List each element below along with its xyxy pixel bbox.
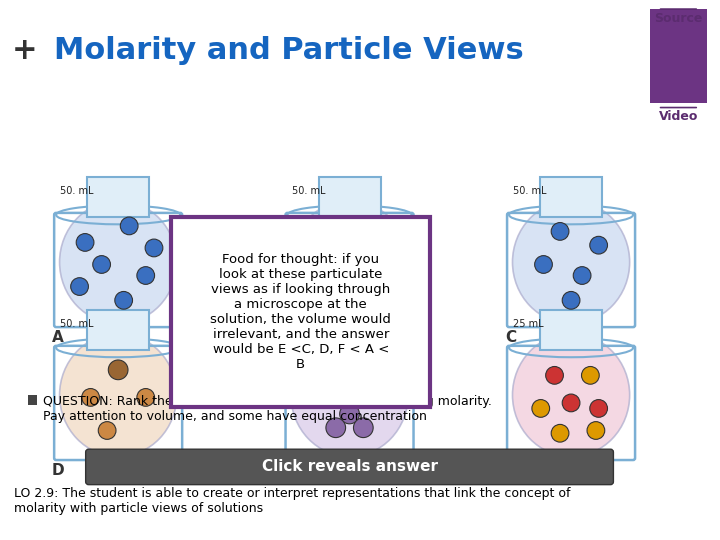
Text: A: A — [52, 330, 64, 345]
Circle shape — [71, 278, 89, 295]
Circle shape — [98, 422, 116, 440]
Circle shape — [562, 394, 580, 412]
Circle shape — [114, 292, 132, 309]
FancyBboxPatch shape — [86, 449, 613, 484]
Circle shape — [590, 400, 608, 417]
FancyBboxPatch shape — [318, 310, 381, 350]
Circle shape — [326, 418, 346, 437]
Circle shape — [145, 239, 163, 257]
FancyBboxPatch shape — [87, 310, 149, 350]
Circle shape — [532, 400, 549, 417]
Text: Click reveals answer: Click reveals answer — [261, 460, 438, 475]
Circle shape — [535, 255, 552, 273]
Text: Source: Source — [654, 12, 703, 25]
FancyBboxPatch shape — [318, 177, 381, 217]
Text: D: D — [52, 463, 65, 478]
Text: 25 mL: 25 mL — [513, 319, 544, 329]
Text: LO 2.9: The student is able to create or interpret representations that link the: LO 2.9: The student is able to create or… — [14, 487, 570, 515]
Circle shape — [82, 389, 99, 406]
Circle shape — [321, 294, 339, 312]
Text: 50. mL: 50. mL — [60, 186, 94, 196]
Text: +: + — [12, 36, 37, 65]
Circle shape — [108, 360, 128, 380]
Circle shape — [310, 220, 328, 238]
Circle shape — [590, 237, 608, 254]
Circle shape — [562, 292, 580, 309]
Circle shape — [76, 234, 94, 251]
Circle shape — [354, 418, 373, 437]
Circle shape — [330, 253, 347, 271]
Circle shape — [374, 286, 392, 303]
Circle shape — [582, 367, 599, 384]
Circle shape — [573, 267, 591, 285]
Circle shape — [137, 389, 155, 406]
Text: Food for thought: if you
look at these particulate
views as if looking through
a: Food for thought: if you look at these p… — [210, 253, 391, 371]
Text: 50. mL: 50. mL — [292, 186, 325, 196]
Ellipse shape — [291, 201, 408, 323]
FancyBboxPatch shape — [87, 177, 149, 217]
Circle shape — [305, 267, 323, 285]
Text: B: B — [284, 330, 295, 345]
Ellipse shape — [291, 334, 408, 456]
Circle shape — [93, 255, 110, 273]
Circle shape — [587, 422, 605, 440]
FancyBboxPatch shape — [540, 177, 602, 217]
FancyBboxPatch shape — [27, 395, 37, 405]
Text: 50. mL: 50. mL — [513, 186, 546, 196]
Text: Molarity and Particle Views: Molarity and Particle Views — [54, 36, 524, 65]
Circle shape — [341, 280, 359, 298]
Circle shape — [137, 267, 155, 285]
Circle shape — [120, 217, 138, 235]
Circle shape — [552, 424, 569, 442]
Text: 50. mL: 50. mL — [60, 319, 94, 329]
Text: F: F — [505, 463, 516, 478]
Circle shape — [377, 231, 395, 248]
Text: Video: Video — [659, 111, 698, 124]
Ellipse shape — [513, 201, 630, 323]
Circle shape — [366, 250, 383, 268]
Ellipse shape — [60, 334, 176, 456]
Ellipse shape — [513, 334, 630, 456]
Circle shape — [546, 367, 563, 384]
Ellipse shape — [60, 201, 176, 323]
Text: E: E — [284, 463, 294, 478]
Text: C: C — [505, 330, 516, 345]
FancyBboxPatch shape — [650, 9, 707, 103]
Circle shape — [346, 225, 364, 243]
Text: 50. mL: 50. mL — [292, 319, 325, 329]
FancyBboxPatch shape — [171, 217, 431, 407]
FancyBboxPatch shape — [540, 310, 602, 350]
Circle shape — [340, 404, 359, 424]
Text: QUESTION: Rank the six solutions above in order of increasing molarity.
Pay atte: QUESTION: Rank the six solutions above i… — [43, 395, 492, 423]
Circle shape — [552, 222, 569, 240]
